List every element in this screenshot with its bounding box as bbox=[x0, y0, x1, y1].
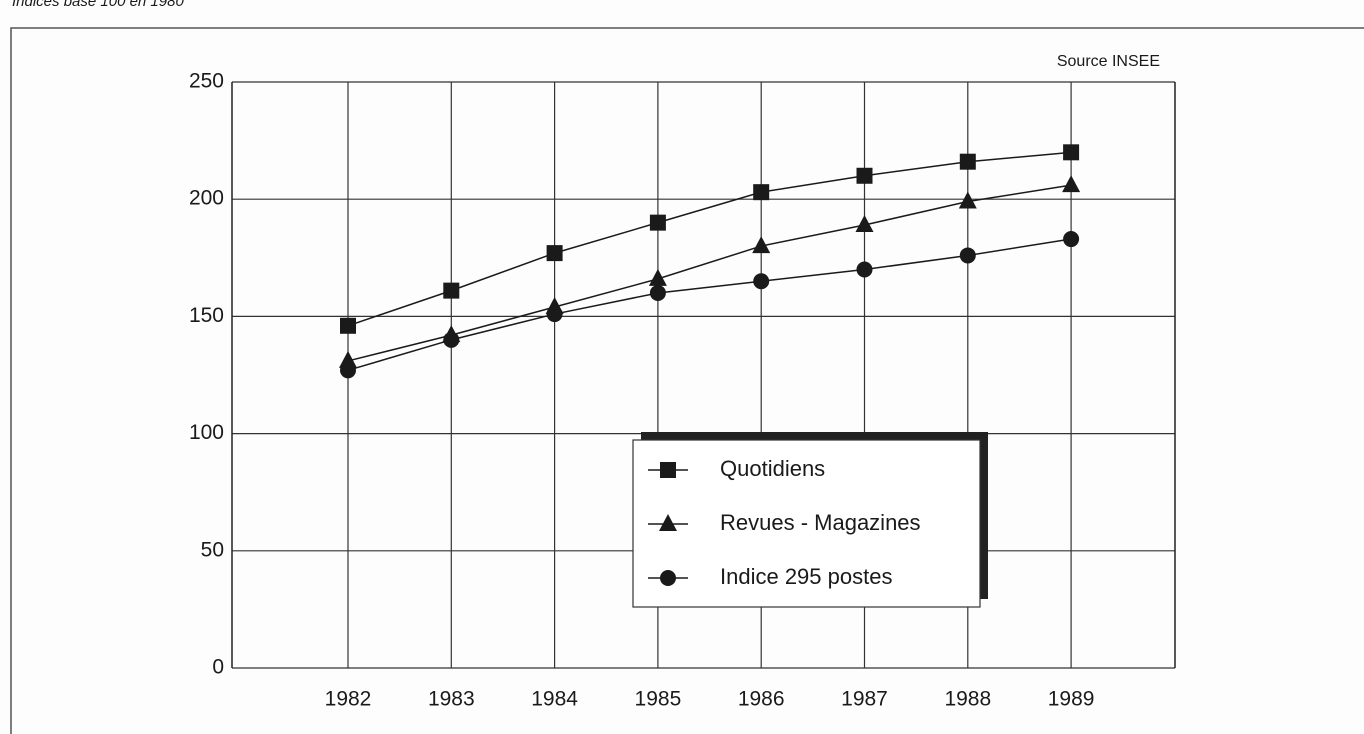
legend-label: Indice 295 postes bbox=[720, 564, 892, 589]
marker bbox=[546, 245, 563, 262]
marker bbox=[443, 331, 460, 348]
x-tick-label: 1986 bbox=[738, 688, 785, 711]
frame bbox=[10, 27, 1364, 734]
marker bbox=[753, 273, 770, 290]
y-tick-label: 100 bbox=[189, 421, 224, 444]
marker bbox=[443, 282, 460, 299]
marker bbox=[1062, 175, 1081, 193]
marker bbox=[649, 214, 666, 231]
legend-box bbox=[632, 439, 981, 608]
marker bbox=[959, 247, 976, 264]
marker bbox=[855, 214, 874, 232]
marker bbox=[660, 462, 676, 478]
marker bbox=[546, 306, 563, 323]
marker bbox=[339, 350, 357, 368]
legend-label: Revues - Magazines bbox=[720, 510, 921, 535]
marker bbox=[648, 268, 667, 286]
marker bbox=[660, 570, 676, 586]
subtitle: Indices base 100 en 1980 bbox=[12, 0, 184, 10]
marker bbox=[659, 514, 677, 531]
marker bbox=[340, 362, 356, 379]
marker bbox=[340, 317, 356, 334]
x-tick-label: 1989 bbox=[1048, 688, 1095, 711]
y-tick-label: 250 bbox=[189, 70, 224, 93]
marker bbox=[1063, 144, 1080, 161]
x-tick-label: 1982 bbox=[325, 688, 372, 711]
x-tick-label: 1984 bbox=[531, 688, 578, 711]
y-tick-label: 150 bbox=[189, 304, 224, 327]
x-tick-label: 1985 bbox=[635, 688, 682, 711]
series-line bbox=[347, 238, 1072, 372]
marker bbox=[752, 236, 771, 254]
marker bbox=[958, 191, 977, 209]
legend-label: Quotidiens bbox=[720, 456, 825, 481]
x-tick-label: 1983 bbox=[428, 688, 475, 711]
marker bbox=[856, 261, 873, 278]
source-note: Source INSEE bbox=[1057, 53, 1160, 70]
series-line bbox=[347, 151, 1072, 327]
x-tick-label: 1987 bbox=[841, 688, 888, 711]
y-tick-label: 0 bbox=[212, 656, 224, 679]
marker bbox=[649, 284, 666, 301]
marker bbox=[959, 153, 976, 170]
y-tick-label: 200 bbox=[189, 187, 224, 210]
marker bbox=[1063, 231, 1080, 248]
marker bbox=[856, 167, 873, 184]
marker bbox=[753, 184, 770, 201]
series-line bbox=[347, 184, 1072, 362]
x-tick-label: 1988 bbox=[944, 688, 991, 711]
y-tick-label: 50 bbox=[201, 538, 224, 561]
